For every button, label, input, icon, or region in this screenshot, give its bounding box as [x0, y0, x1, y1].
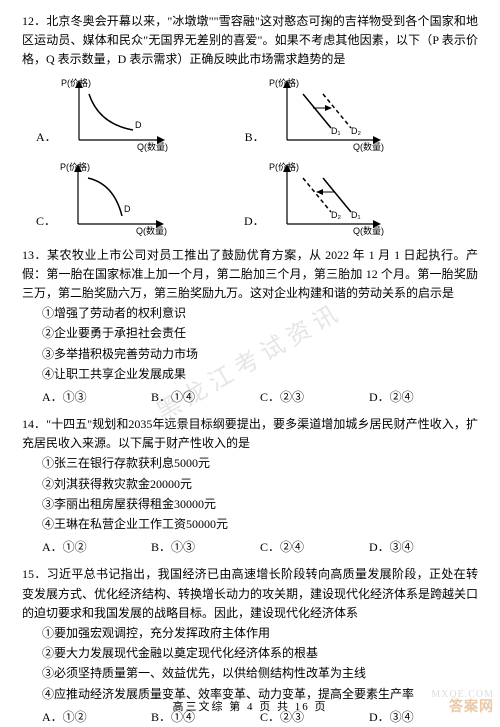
- chart-B-svg: D₁ D₂ P(价格) Q(数量): [269, 76, 389, 154]
- q13-optD: D．②④: [369, 388, 478, 407]
- q14-s2: ②刘淇获得救灾款金20000元: [42, 475, 478, 494]
- q14-options: A．①② B．①③ C．②④ D．③④: [22, 538, 478, 557]
- q14-s1: ①张三在银行存款获利息5000元: [42, 454, 478, 473]
- svg-text:P(价格): P(价格): [269, 77, 299, 88]
- q15-stem: 15．习近平总书记指出，我国经济已由高速增长阶段转向高质量发展阶段，正处在转变发…: [22, 565, 478, 623]
- q12-chart-row-2: C． D P(价格) Q(数量) D．: [22, 160, 478, 238]
- q14-optD: D．③④: [369, 538, 478, 557]
- q13-text: 某农牧业上市公司对员工推出了鼓励优育方案，从 2022 年 1 月 1 日起执行…: [22, 248, 478, 300]
- question-13: 13．某农牧业上市公司对员工推出了鼓励优育方案，从 2022 年 1 月 1 日…: [22, 246, 478, 408]
- svg-text:Q(数量): Q(数量): [136, 225, 167, 236]
- q12-num: 12．: [22, 14, 46, 28]
- svg-text:D: D: [135, 120, 142, 130]
- q14-optC: C．②④: [260, 538, 369, 557]
- chart-A-svg: D P(价格) Q(数量): [61, 76, 171, 154]
- q13-s4: ④让职工共享企业发展成果: [42, 365, 478, 384]
- q13-num: 13．: [22, 248, 47, 262]
- q15-optD: D．③④: [369, 708, 478, 727]
- question-12: 12．北京冬奥会开幕以来，"冰墩墩""雪容融"这对憨态可掬的吉祥物受到各个国家和…: [22, 12, 478, 238]
- q15-s2: ②要大力发展现代金融以奠定现代化经济体系的根基: [42, 644, 478, 663]
- q15-s1: ①要加强宏观调控，充分发挥政府主体作用: [42, 624, 478, 643]
- q14-optB: B．①③: [151, 538, 260, 557]
- q15-optC: C．②③: [260, 708, 369, 727]
- svg-text:P(价格): P(价格): [60, 161, 90, 172]
- q15-optB: B．①④: [151, 708, 260, 727]
- q14-s3: ③李丽出租房屋获得租金30000元: [42, 495, 478, 514]
- q13-s1: ①增强了劳动者的权利意识: [42, 304, 478, 323]
- svg-text:P(价格): P(价格): [269, 161, 299, 172]
- q14-stem: 14．"十四五"规划和2035年远景目标纲要提出，要多渠道增加城乡居民财产性收入…: [22, 415, 478, 453]
- q13-optA: A．①③: [42, 388, 151, 407]
- q12-chart-A: A． D P(价格) Q(数量): [32, 76, 171, 154]
- q15-options: A．①② B．①④ C．②③ D．③④: [22, 708, 478, 727]
- q15-s3: ③必须坚持质量第一、效益优先，以供给侧结构性改革为主线: [42, 664, 478, 683]
- q12-stem: 12．北京冬奥会开幕以来，"冰墩墩""雪容融"这对憨态可掬的吉祥物受到各个国家和…: [22, 12, 478, 70]
- chart-D-svg: D₂ D₁ P(价格) Q(数量): [269, 160, 389, 238]
- page-content: 12．北京冬奥会开幕以来，"冰墩墩""雪容融"这对憨态可掬的吉祥物受到各个国家和…: [22, 12, 478, 727]
- q12-text: 北京冬奥会开幕以来，"冰墩墩""雪容融"这对憨态可掬的吉祥物受到各个国家和地区运…: [22, 14, 478, 66]
- q15-text: 习近平总书记指出，我国经济已由高速增长阶段转向高质量发展阶段，正处在转变发展方式…: [22, 567, 478, 619]
- q13-statements: ①增强了劳动者的权利意识 ②企业要勇于承担社会责任 ③多举措积极完善劳动力市场 …: [22, 304, 478, 384]
- q12-chart-C: C． D P(价格) Q(数量): [32, 160, 170, 238]
- chart-C-svg: D P(价格) Q(数量): [60, 160, 170, 238]
- q15-optA: A．①②: [42, 708, 151, 727]
- q15-s4: ④应推动经济发展质量变革、效率变革、动力变革，提高全要素生产率: [42, 685, 478, 704]
- svg-text:P(价格): P(价格): [61, 77, 91, 88]
- q14-statements: ①张三在银行存款获利息5000元 ②刘淇获得救灾款金20000元 ③李丽出租房屋…: [22, 454, 478, 534]
- q12-optD-label: D．: [244, 212, 265, 231]
- svg-text:D₁: D₁: [351, 210, 361, 220]
- q15-num: 15．: [22, 567, 47, 581]
- q14-num: 14．: [22, 417, 46, 431]
- question-15: 15．习近平总书记指出，我国经济已由高速增长阶段转向高质量发展阶段，正处在转变发…: [22, 565, 478, 727]
- q12-optB-label: B．: [245, 128, 265, 147]
- q12-chart-row-1: A． D P(价格) Q(数量) B．: [22, 76, 478, 154]
- q13-s3: ③多举措积极完善劳动力市场: [42, 345, 478, 364]
- q13-stem: 13．某农牧业上市公司对员工推出了鼓励优育方案，从 2022 年 1 月 1 日…: [22, 246, 478, 304]
- svg-text:D₂: D₂: [351, 126, 361, 136]
- question-14: 14．"十四五"规划和2035年远景目标纲要提出，要多渠道增加城乡居民财产性收入…: [22, 415, 478, 557]
- svg-text:Q(数量): Q(数量): [353, 225, 384, 236]
- q14-text: "十四五"规划和2035年远景目标纲要提出，要多渠道增加城乡居民财产性收入，扩充…: [22, 417, 478, 450]
- svg-text:D: D: [124, 204, 131, 214]
- q12-optA-label: A．: [36, 128, 57, 147]
- q12-chart-D: D． D₂ D₁ P(价格) Q(数量): [240, 160, 389, 238]
- svg-text:Q(数量): Q(数量): [137, 141, 168, 152]
- q13-optC: C．②③: [260, 388, 369, 407]
- q12-optC-label: C．: [36, 212, 56, 231]
- q13-s2: ②企业要勇于承担社会责任: [42, 324, 478, 343]
- q13-optB: B．①④: [151, 388, 260, 407]
- q14-optA: A．①②: [42, 538, 151, 557]
- svg-text:D₂: D₂: [331, 210, 341, 220]
- q14-s4: ④王琳在私营企业工作工资50000元: [42, 515, 478, 534]
- q13-options: A．①③ B．①④ C．②③ D．②④: [22, 388, 478, 407]
- svg-text:D₁: D₁: [331, 126, 341, 136]
- q15-statements: ①要加强宏观调控，充分发挥政府主体作用 ②要大力发展现代金融以奠定现代化经济体系…: [22, 624, 478, 704]
- svg-text:Q(数量): Q(数量): [353, 141, 384, 152]
- q12-chart-B: B． D₁ D₂ P(价格) Q(数量): [241, 76, 389, 154]
